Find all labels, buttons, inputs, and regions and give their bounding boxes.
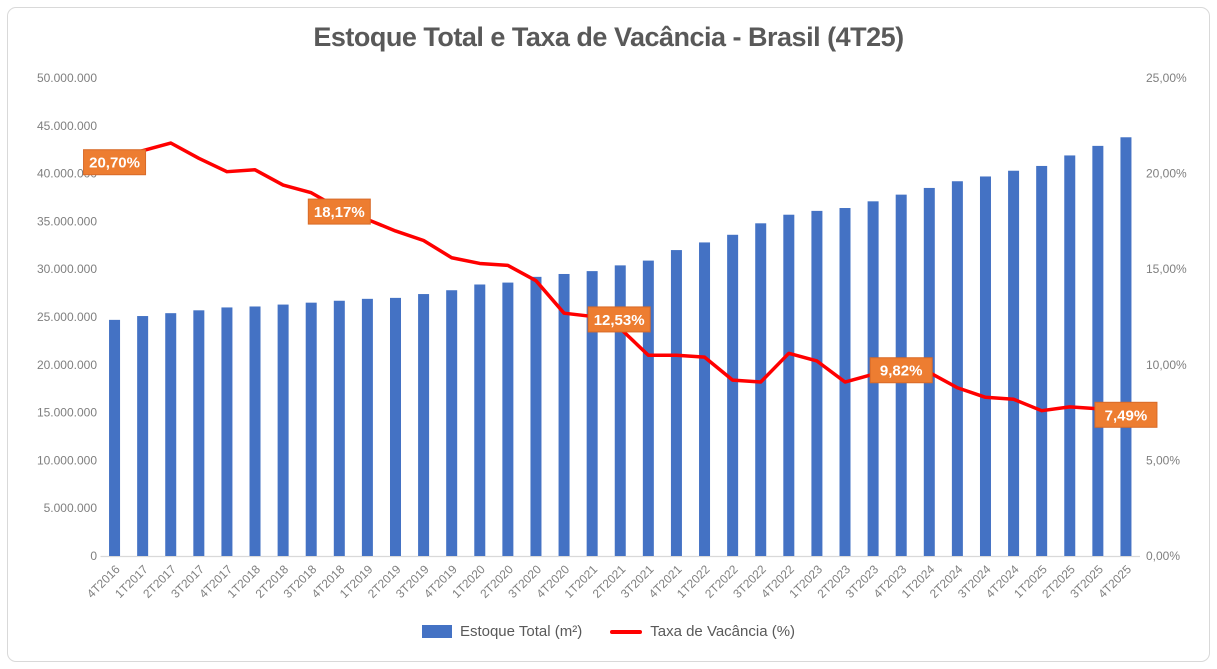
chart-title: Estoque Total e Taxa de Vacância - Brasi… bbox=[313, 22, 904, 52]
bar-estoque-2T2017 bbox=[165, 313, 177, 556]
y-axis-right-tick-label: 15,00% bbox=[1146, 262, 1187, 276]
legend-label-vacancia: Taxa de Vacância (%) bbox=[650, 623, 796, 640]
y-axis-left-tick-label: 15.000.000 bbox=[37, 406, 97, 420]
bar-estoque-1T2022 bbox=[699, 242, 711, 556]
bar-estoque-1T2021 bbox=[586, 271, 598, 556]
bar-estoque-1T2019 bbox=[361, 298, 373, 556]
y-axis-left-tick-label: 35.000.000 bbox=[37, 214, 97, 228]
vacancy-callout-box-1T2021 bbox=[587, 306, 651, 333]
bar-estoque-3T2019 bbox=[418, 294, 430, 556]
bar-estoque-4T2019 bbox=[446, 290, 458, 556]
y-axis-left-tick-label: 20.000.000 bbox=[37, 358, 97, 372]
bar-estoque-3T2021 bbox=[642, 260, 654, 556]
legend-item-estoque: Estoque Total (m²) bbox=[421, 623, 583, 640]
legend-line-swatch-icon bbox=[610, 629, 643, 634]
vacancy-callout-label-4T2023: 9,82% bbox=[880, 363, 923, 380]
bar-estoque-4T2022 bbox=[783, 214, 795, 556]
bar-estoque-3T2018 bbox=[305, 302, 317, 556]
bar-estoque-2T2019 bbox=[389, 297, 401, 556]
bar-estoque-4T2021 bbox=[670, 250, 682, 556]
bar-estoque-2T2018 bbox=[277, 304, 289, 556]
vacancy-callout-label-4T2016: 20,70% bbox=[89, 155, 140, 172]
bar-estoque-1T2025 bbox=[1036, 165, 1048, 556]
bar-estoque-4T2024 bbox=[1008, 170, 1020, 556]
y-axis-right-tick-label: 25,00% bbox=[1146, 71, 1187, 85]
y-axis-right-tick-label: 20,00% bbox=[1146, 167, 1187, 181]
bar-estoque-2T2025 bbox=[1064, 155, 1076, 556]
vacancy-callout-box-4T2025 bbox=[1094, 401, 1158, 428]
bar-estoque-3T2024 bbox=[979, 176, 991, 556]
y-axis-left-tick-label: 5.000.000 bbox=[44, 501, 98, 515]
bar-estoque-3T2017 bbox=[193, 310, 205, 556]
bar-estoque-4T2016 bbox=[109, 319, 121, 556]
vacancy-callout-label-4T2025: 7,49% bbox=[1105, 407, 1148, 424]
y-axis-left-tick-label: 30.000.000 bbox=[37, 262, 97, 276]
legend-item-vacancia: Taxa de Vacância (%) bbox=[610, 623, 795, 640]
bar-estoque-1T2018 bbox=[249, 306, 261, 556]
bar-estoque-4T2018 bbox=[333, 300, 345, 556]
bar-estoque-4T2020 bbox=[558, 273, 570, 556]
bar-estoque-2T2024 bbox=[951, 181, 963, 557]
vacancy-callout-box-4T2018 bbox=[307, 198, 371, 225]
bar-estoque-3T2020 bbox=[530, 276, 542, 556]
y-axis-left-tick-label: 50.000.000 bbox=[37, 71, 97, 85]
bar-estoque-2T2020 bbox=[502, 282, 514, 556]
legend: Estoque Total (m²) Taxa de Vacância (%) bbox=[0, 623, 1217, 640]
bar-estoque-1T2020 bbox=[474, 284, 486, 556]
legend-label-estoque: Estoque Total (m²) bbox=[459, 623, 583, 640]
y-axis-right-tick-label: 5,00% bbox=[1146, 453, 1180, 467]
legend-bar-swatch-icon bbox=[421, 625, 452, 638]
bar-estoque-1T2023 bbox=[811, 210, 823, 556]
vacancy-callout-box-4T2023 bbox=[869, 357, 933, 384]
bar-estoque-2T2022 bbox=[727, 234, 739, 556]
vacancy-callout-box-4T2016 bbox=[83, 149, 147, 176]
bar-estoque-2T2021 bbox=[614, 265, 626, 556]
y-axis-right-tick-label: 0,00% bbox=[1146, 549, 1180, 563]
y-axis-left-tick-label: 40.000.000 bbox=[37, 167, 97, 181]
vacancy-callout-label-1T2021: 12,53% bbox=[594, 312, 645, 329]
bar-estoque-3T2022 bbox=[755, 223, 767, 556]
y-axis-left-tick-label: 0 bbox=[90, 549, 97, 563]
y-axis-right-tick-label: 10,00% bbox=[1146, 358, 1187, 372]
bar-estoque-3T2025 bbox=[1092, 145, 1104, 556]
bar-estoque-4T2017 bbox=[221, 307, 233, 556]
y-axis-left-tick-label: 45.000.000 bbox=[37, 119, 97, 133]
y-axis-left-tick-label: 25.000.000 bbox=[37, 310, 97, 324]
bar-estoque-1T2017 bbox=[137, 316, 149, 556]
y-axis-left-tick-label: 10.000.000 bbox=[37, 453, 97, 467]
vacancy-callout-label-4T2018: 18,17% bbox=[314, 204, 365, 221]
bar-estoque-4T2025 bbox=[1120, 137, 1132, 556]
